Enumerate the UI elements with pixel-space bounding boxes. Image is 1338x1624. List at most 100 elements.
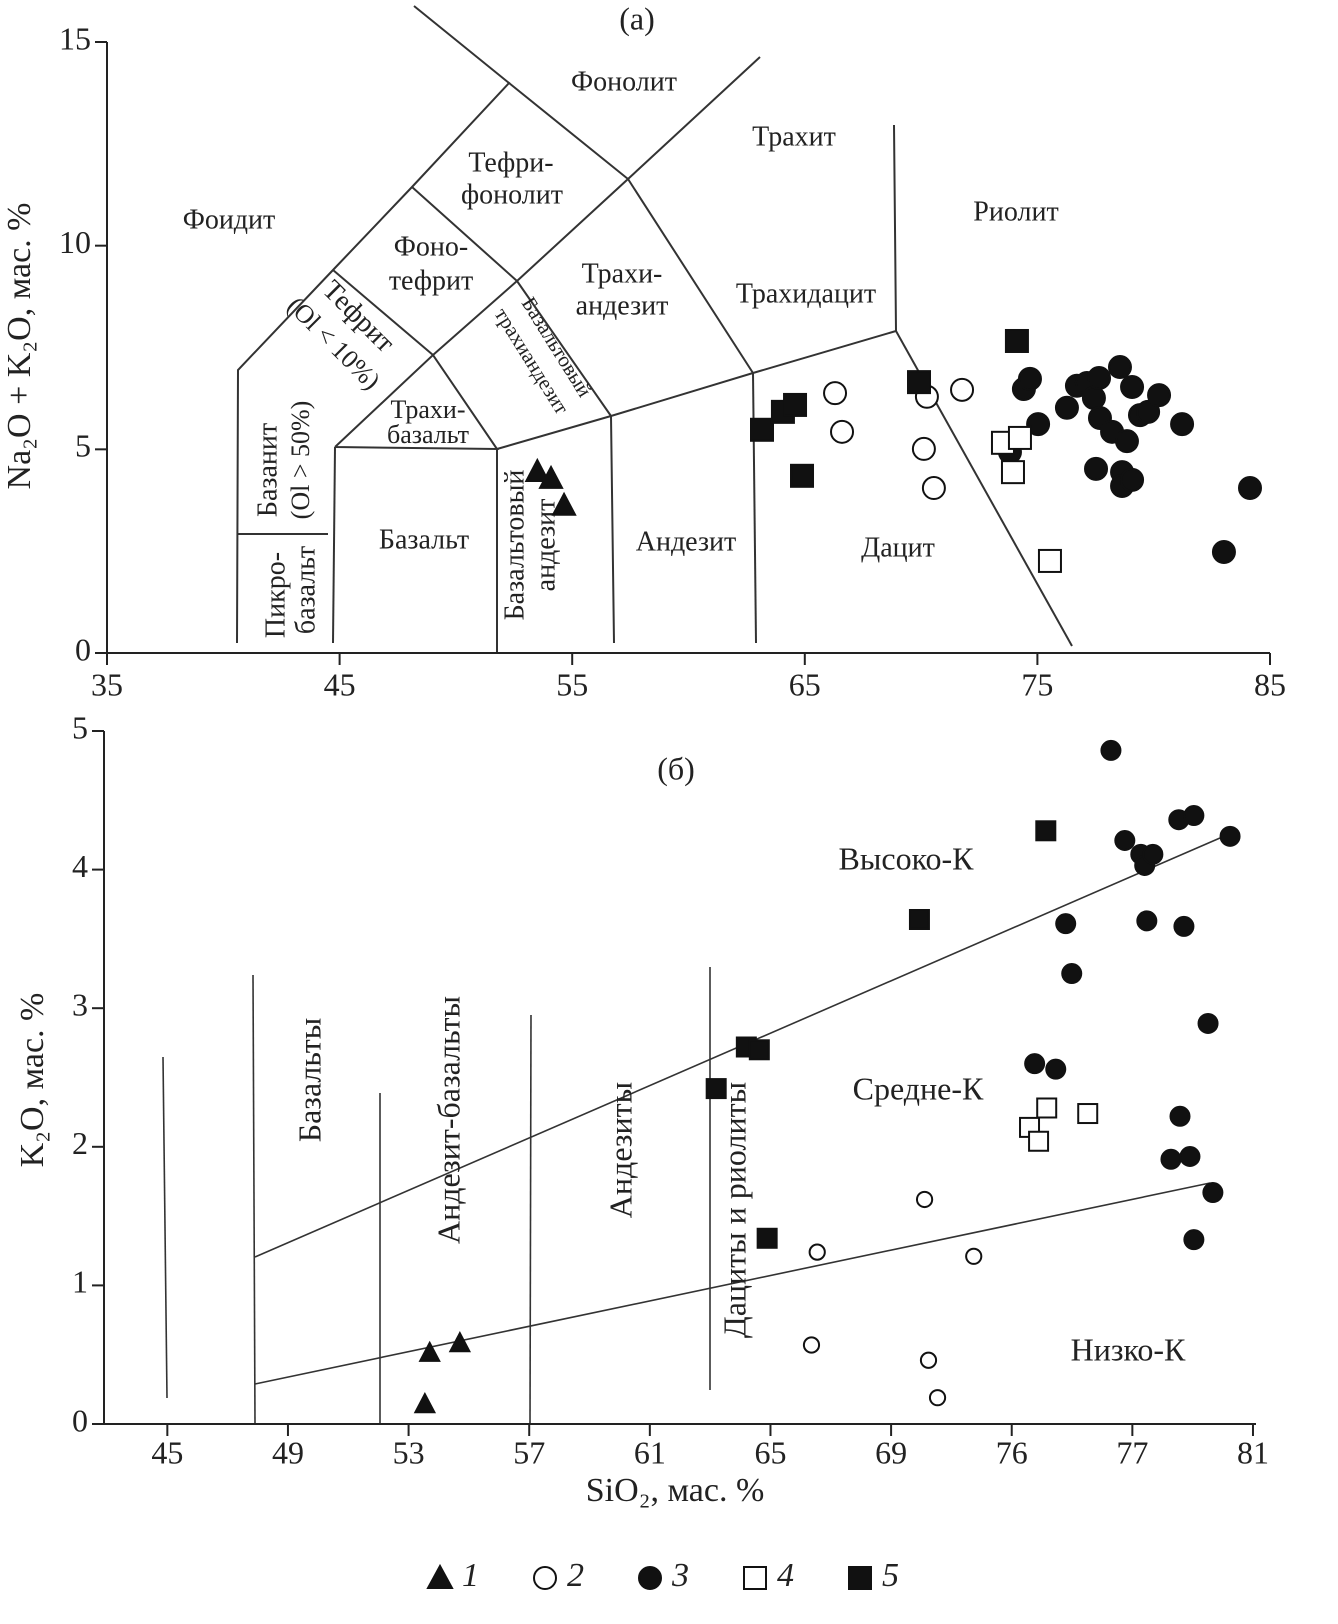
point <box>965 1247 983 1265</box>
point <box>448 1331 472 1353</box>
field-label: тефрит <box>389 265 473 296</box>
x-axis-label: SiO₂, мас. % <box>586 1472 765 1509</box>
point <box>911 436 936 461</box>
legend-label: 2 <box>567 1557 584 1594</box>
point <box>1028 1130 1050 1152</box>
y-tick-label: 3 <box>72 987 88 1023</box>
field-label: Базальты <box>291 1018 327 1143</box>
y-tick-label: 15 <box>59 20 91 56</box>
point <box>1136 399 1161 424</box>
point <box>1045 1058 1067 1080</box>
field-label: (б) <box>657 750 695 786</box>
point <box>1017 366 1042 391</box>
point <box>1007 425 1032 450</box>
point <box>1183 805 1205 827</box>
point <box>1107 355 1132 380</box>
point <box>1024 1053 1046 1075</box>
field-label: Пикро- <box>260 552 291 638</box>
field-label: Андезит <box>636 526 737 557</box>
y-tick-label: 10 <box>59 224 91 260</box>
x-tick-label: 61 <box>634 1434 666 1470</box>
point <box>823 381 848 406</box>
x-tick-label: 57 <box>513 1434 545 1470</box>
point <box>1147 383 1172 408</box>
point <box>1179 1146 1201 1168</box>
field-label: Фонолит <box>571 66 677 97</box>
y-axis-label: Na₂O + K₂O, мас. % <box>1 203 38 490</box>
point <box>950 377 975 402</box>
legend-marker <box>426 1563 454 1589</box>
x-tick-label: 69 <box>875 1434 907 1470</box>
legend-marker <box>533 1566 557 1590</box>
point <box>1173 915 1195 937</box>
point <box>538 464 564 489</box>
point <box>908 908 930 930</box>
point <box>756 1227 778 1249</box>
point <box>413 1391 437 1414</box>
y-tick-label: 4 <box>72 848 88 884</box>
field-label: (а) <box>619 0 655 36</box>
field-label: Средне-К <box>853 1070 984 1106</box>
y-tick-label: 2 <box>72 1125 88 1161</box>
field-label: Трахидацит <box>736 278 876 309</box>
field-label: Трахит <box>752 121 836 152</box>
point <box>1142 843 1164 865</box>
point <box>1202 1182 1224 1204</box>
field-label: Трахи- <box>582 258 663 289</box>
legend-label: 1 <box>462 1557 479 1594</box>
point <box>1114 429 1139 454</box>
point <box>524 457 550 482</box>
point <box>802 1336 821 1354</box>
field-label: Базанит <box>252 423 283 517</box>
field-label: Базальт <box>379 524 469 555</box>
x-tick-label: 49 <box>272 1434 304 1470</box>
x-tick-label: 81 <box>1237 1434 1269 1470</box>
x-tick-label: 75 <box>1021 666 1053 702</box>
point <box>750 417 775 442</box>
point <box>1170 412 1195 437</box>
x-tick-label: 77 <box>1116 1434 1148 1470</box>
point <box>830 419 855 444</box>
field-label: Тефри- <box>468 147 553 178</box>
field-label: Низко-К <box>1071 1331 1186 1367</box>
point <box>1061 963 1083 985</box>
point <box>1219 825 1241 847</box>
point <box>1004 328 1029 353</box>
y-tick-label: 5 <box>75 428 91 464</box>
x-tick-label: 53 <box>393 1434 425 1470</box>
point <box>1211 539 1236 564</box>
point <box>1077 1103 1099 1125</box>
point <box>1055 913 1077 935</box>
field-label: Трахи- <box>390 395 465 424</box>
point <box>705 1078 727 1100</box>
x-tick-label: 45 <box>324 666 356 702</box>
field-label: базальт <box>290 546 321 634</box>
x-tick-label: 85 <box>1254 666 1286 702</box>
field-label: Высоко-К <box>839 840 975 876</box>
point <box>1081 386 1106 411</box>
legend-marker <box>638 1566 662 1590</box>
point <box>1084 456 1109 481</box>
point <box>1087 366 1112 391</box>
x-tick-label: 65 <box>789 666 821 702</box>
point <box>1160 1148 1182 1170</box>
point <box>1197 1012 1219 1034</box>
point <box>748 1039 770 1061</box>
point <box>551 491 577 516</box>
point <box>790 463 815 488</box>
point <box>1114 829 1136 851</box>
field-label: Андезиты <box>602 1082 638 1218</box>
point <box>907 370 932 395</box>
field-label: Дациты и риолиты <box>716 1082 752 1338</box>
point <box>921 476 946 501</box>
point <box>783 392 808 417</box>
point <box>1120 375 1145 400</box>
field-label: Дацит <box>861 532 935 563</box>
point <box>1035 820 1057 842</box>
point <box>1000 460 1025 485</box>
legend-label: 4 <box>777 1557 794 1594</box>
x-tick-label: 65 <box>754 1434 786 1470</box>
point <box>915 1190 934 1209</box>
y-tick-label: 1 <box>72 1264 88 1300</box>
